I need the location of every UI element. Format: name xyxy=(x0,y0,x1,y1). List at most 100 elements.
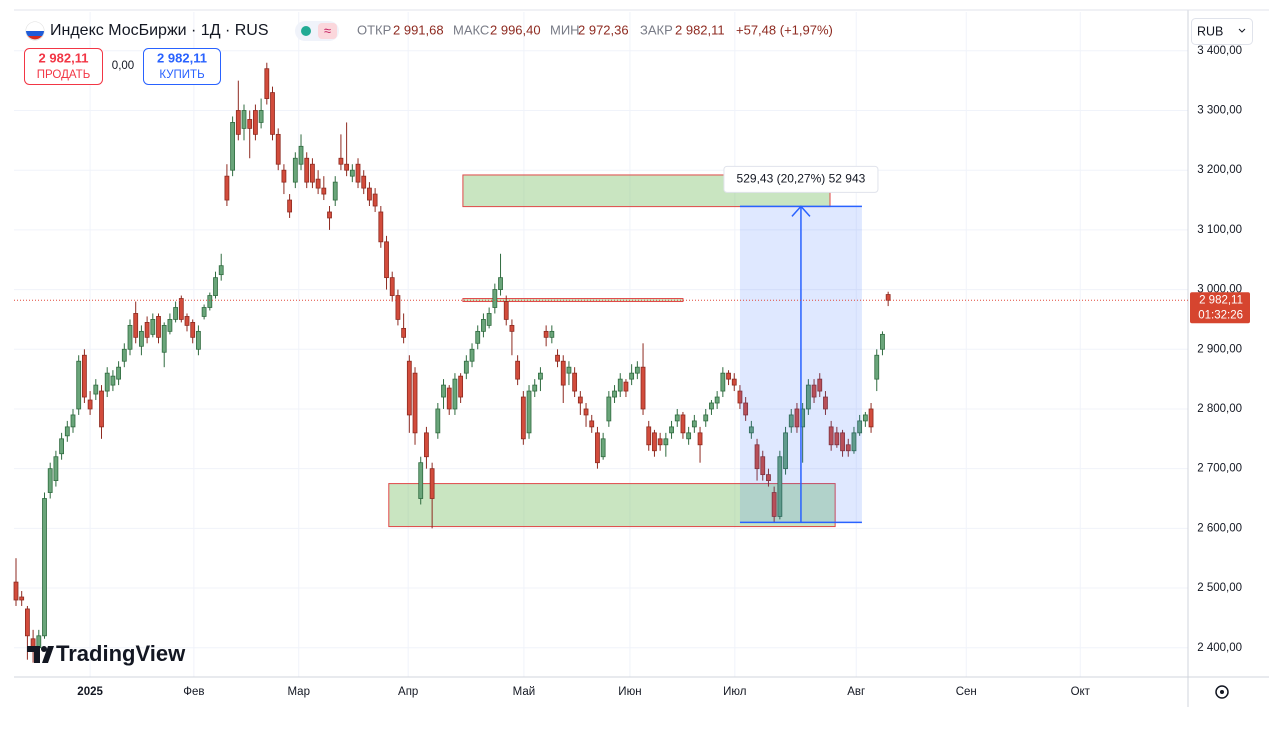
x-tick-label: Май xyxy=(513,686,536,698)
candle-body xyxy=(452,378,458,410)
candle-body xyxy=(367,187,372,201)
candle-body xyxy=(845,444,851,452)
measure-label-text: 529,43 (20,27%) 52 943 xyxy=(737,172,866,186)
ohlc-high-label: МАКС xyxy=(453,22,489,37)
candle-body xyxy=(731,378,737,386)
flag-white xyxy=(26,22,44,31)
x-tick-label: Авг xyxy=(847,686,865,698)
candle-body xyxy=(275,133,281,165)
candle-body xyxy=(127,324,133,350)
candle-body xyxy=(190,322,196,338)
candle-body xyxy=(315,178,321,189)
measure-label-box xyxy=(723,165,879,193)
candle-body xyxy=(389,277,395,296)
candle-body xyxy=(424,432,429,458)
settings-icon-center xyxy=(1220,690,1224,694)
candle-body xyxy=(150,319,156,335)
candle-body xyxy=(543,330,549,338)
y-tick-label: 2 700,00 xyxy=(1197,463,1242,475)
measure-arrow-head xyxy=(791,205,811,217)
candle-body xyxy=(640,366,646,410)
candle-body xyxy=(64,426,70,437)
candle-body xyxy=(811,384,817,398)
delay-icon: ≈ xyxy=(324,23,331,38)
candle-body xyxy=(475,330,481,344)
candle-body xyxy=(332,181,338,201)
candle-body xyxy=(173,307,179,320)
market-open-dot xyxy=(301,26,311,36)
candle-body xyxy=(144,322,150,338)
candle-body xyxy=(538,372,543,380)
candle-body xyxy=(241,110,247,129)
candle-body xyxy=(361,175,367,189)
candle-body xyxy=(82,354,87,398)
candle-body xyxy=(412,372,418,434)
candle-body xyxy=(178,298,184,320)
candle-body xyxy=(600,438,606,458)
ohlc-open: 2 991,68 xyxy=(393,22,444,37)
sell-button[interactable] xyxy=(24,48,103,85)
candle-body xyxy=(235,110,241,135)
candle-body xyxy=(446,387,452,410)
buy-button[interactable] xyxy=(143,48,221,85)
ohlc-low: 2 972,36 xyxy=(578,22,629,37)
candle-body xyxy=(76,360,82,410)
last-price-box xyxy=(1190,292,1250,324)
candle-body xyxy=(287,199,293,213)
candle-body xyxy=(161,324,167,353)
candle-body xyxy=(868,408,874,428)
candle-body xyxy=(104,372,110,392)
ohlc-high: 2 996,40 xyxy=(490,22,541,37)
candles xyxy=(13,62,891,663)
settings-icon[interactable] xyxy=(1215,685,1229,699)
candle-body xyxy=(760,456,766,476)
y-tick-label: 2 800,00 xyxy=(1197,403,1242,415)
candle-body xyxy=(669,426,674,434)
x-tick-label: 2025 xyxy=(77,686,103,698)
candle-body xyxy=(788,414,794,428)
candle-body xyxy=(70,414,76,428)
candle-body xyxy=(526,390,532,434)
candle-body xyxy=(862,414,868,422)
x-tick-label: Июл xyxy=(723,686,746,698)
sell-price: 2 982,11 xyxy=(39,50,89,65)
buy-label: КУПИТЬ xyxy=(159,69,204,81)
candle-body xyxy=(629,372,635,380)
candle-body xyxy=(355,163,361,183)
buy-price: 2 982,11 xyxy=(157,50,207,65)
y-tick-label: 3 400,00 xyxy=(1197,45,1242,57)
candle-body xyxy=(492,289,498,308)
candle-body xyxy=(469,348,475,362)
y-tick-label: 2 600,00 xyxy=(1197,522,1242,534)
candle-body xyxy=(663,438,669,446)
candle-body xyxy=(213,277,218,296)
candle-body xyxy=(532,384,538,392)
candle-body xyxy=(395,295,401,320)
header: Индекс МосБиржи · 1Д · RUS ≈ ОТКР 2 991,… xyxy=(25,21,833,41)
candle-body xyxy=(310,163,315,183)
y-tick-label: 3 200,00 xyxy=(1197,164,1242,176)
candle-body xyxy=(230,122,236,171)
candle-body xyxy=(196,330,201,350)
x-tick-label: Мар xyxy=(287,686,310,698)
candle-body xyxy=(566,366,572,374)
candle-body xyxy=(344,163,350,171)
flag-blue xyxy=(26,31,44,36)
candle-body xyxy=(338,157,344,165)
last-price-label: 2 982,11 xyxy=(1199,294,1243,306)
candle-body xyxy=(184,316,190,326)
ohlc-low-label: МИН xyxy=(550,22,580,37)
candle-body xyxy=(714,396,720,404)
zone xyxy=(388,483,836,528)
candle-body xyxy=(486,313,492,326)
candle-body xyxy=(401,327,407,338)
candle-body xyxy=(25,608,30,637)
symbol[interactable]: Индекс МосБиржи · 1Д · RUS xyxy=(50,22,269,39)
candle-body xyxy=(36,635,42,649)
currency-select[interactable] xyxy=(1191,18,1253,45)
spread: 0,00 xyxy=(112,60,134,72)
y-tick-label: 3 100,00 xyxy=(1197,224,1242,236)
candle-body xyxy=(133,313,139,338)
ohlc-open-label: ОТКР xyxy=(357,22,391,37)
